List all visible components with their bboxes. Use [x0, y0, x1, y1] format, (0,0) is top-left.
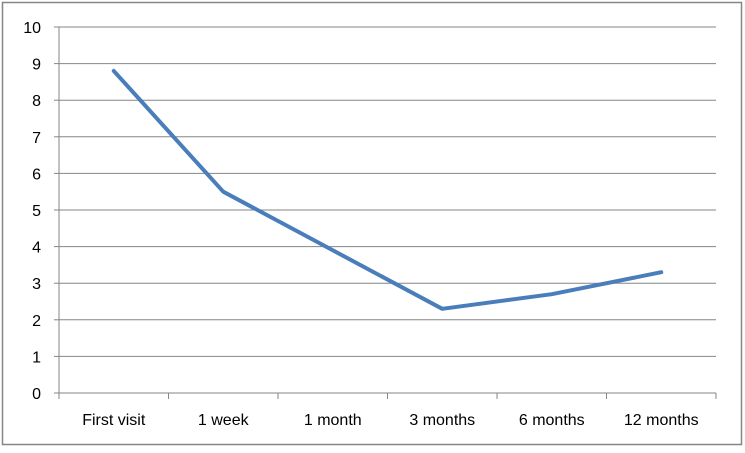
y-tick-label: 3: [32, 276, 41, 293]
y-tick-label: 6: [32, 166, 41, 183]
x-tick-label: 1 month: [304, 412, 362, 429]
y-tick-label: 10: [23, 20, 41, 37]
x-tick-label: First visit: [82, 412, 146, 429]
y-tick-label: 0: [32, 386, 41, 403]
x-tick-label: 1 week: [198, 412, 250, 429]
y-tick-label: 4: [32, 240, 41, 257]
y-tick-label: 2: [32, 313, 41, 330]
x-tick-label: 12 months: [624, 412, 699, 429]
axes: [54, 26, 717, 399]
y-tick-label: 1: [32, 349, 41, 366]
y-tick-label: 9: [32, 57, 41, 74]
x-tick-labels: First visit 1 week 1 month 3 months 6 months…: [82, 412, 698, 429]
series-line-0: [111, 68, 664, 311]
gridlines: [59, 26, 716, 357]
y-tick-labels: 0 1 2 3 4 5 6 7 8 9 10: [23, 20, 41, 403]
y-tick-label: 5: [32, 203, 41, 220]
x-tick-label: 3 months: [409, 412, 475, 429]
y-tick-label: 7: [32, 130, 41, 147]
y-tick-label: 8: [32, 93, 41, 110]
series-layer: [111, 68, 664, 311]
chart-border: [1, 1, 743, 446]
x-tick-label: 6 months: [519, 412, 585, 429]
